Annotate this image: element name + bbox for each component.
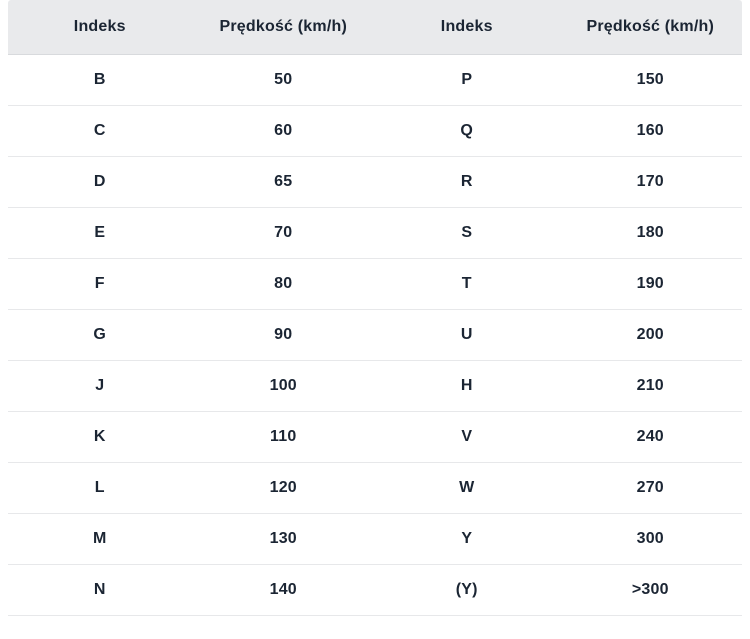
cell-index-right: Y (375, 513, 559, 565)
cell-speed-right: 210 (558, 360, 742, 412)
table-row: K 110 V 240 (8, 411, 742, 463)
cell-speed-right: 170 (558, 156, 742, 208)
cell-speed-left: 100 (191, 360, 375, 412)
column-header-speed-right: Prędkość (km/h) (558, 0, 742, 55)
cell-index-left: E (8, 207, 192, 259)
cell-index-right: V (375, 411, 559, 463)
cell-index-left: K (8, 411, 192, 463)
cell-index-right: Q (375, 105, 559, 157)
cell-speed-right: 200 (558, 309, 742, 361)
cell-index-left: B (8, 54, 192, 106)
cell-index-left: M (8, 513, 192, 565)
cell-speed-left: 110 (191, 411, 375, 463)
cell-index-left: J (8, 360, 192, 412)
cell-speed-left: 120 (191, 462, 375, 514)
column-header-index-right: Indeks (375, 0, 559, 55)
cell-index-right: W (375, 462, 559, 514)
cell-index-left: D (8, 156, 192, 208)
cell-index-right: R (375, 156, 559, 208)
cell-index-left: N (8, 564, 192, 616)
cell-speed-left: 140 (191, 564, 375, 616)
cell-speed-right: 240 (558, 411, 742, 463)
table-row: C 60 Q 160 (8, 105, 742, 157)
cell-speed-left: 90 (191, 309, 375, 361)
cell-speed-right: 190 (558, 258, 742, 310)
cell-speed-right: 300 (558, 513, 742, 565)
cell-speed-left: 65 (191, 156, 375, 208)
table-row: F 80 T 190 (8, 258, 742, 310)
cell-speed-right: >300 (558, 564, 742, 616)
cell-speed-left: 70 (191, 207, 375, 259)
cell-speed-left: 80 (191, 258, 375, 310)
column-header-speed-left: Prędkość (km/h) (191, 0, 375, 55)
cell-speed-right: 150 (558, 54, 742, 106)
table-row: M 130 Y 300 (8, 513, 742, 565)
table-row: J 100 H 210 (8, 360, 742, 412)
cell-index-left: C (8, 105, 192, 157)
table-row: B 50 P 150 (8, 54, 742, 106)
cell-index-left: F (8, 258, 192, 310)
table-body: B 50 P 150 C 60 Q 160 D 65 R 170 E 70 S (8, 54, 742, 616)
table-row: G 90 U 200 (8, 309, 742, 361)
table-header: Indeks Prędkość (km/h) Indeks Prędkość (… (8, 0, 742, 55)
column-header-index-left: Indeks (8, 0, 192, 55)
cell-index-left: L (8, 462, 192, 514)
cell-speed-right: 180 (558, 207, 742, 259)
table-row: E 70 S 180 (8, 207, 742, 259)
table-row: D 65 R 170 (8, 156, 742, 208)
cell-index-right: T (375, 258, 559, 310)
cell-index-right: H (375, 360, 559, 412)
cell-index-left: G (8, 309, 192, 361)
cell-speed-right: 160 (558, 105, 742, 157)
cell-speed-right: 270 (558, 462, 742, 514)
table-row: N 140 (Y) >300 (8, 564, 742, 616)
cell-speed-left: 60 (191, 105, 375, 157)
header-row: Indeks Prędkość (km/h) Indeks Prędkość (… (8, 0, 742, 55)
speed-index-table: Indeks Prędkość (km/h) Indeks Prędkość (… (8, 0, 742, 616)
speed-index-table-container: Indeks Prędkość (km/h) Indeks Prędkość (… (8, 0, 742, 616)
cell-speed-left: 50 (191, 54, 375, 106)
cell-index-right: (Y) (375, 564, 559, 616)
cell-index-right: P (375, 54, 559, 106)
cell-index-right: U (375, 309, 559, 361)
cell-index-right: S (375, 207, 559, 259)
table-row: L 120 W 270 (8, 462, 742, 514)
cell-speed-left: 130 (191, 513, 375, 565)
